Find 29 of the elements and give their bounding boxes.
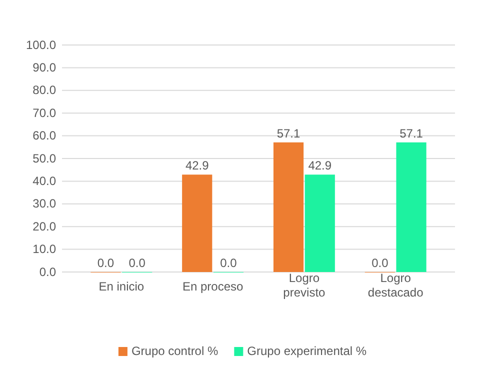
data-label: 42.9 <box>308 158 332 173</box>
x-tick-label: En inicio <box>98 280 144 294</box>
y-tick-label: 40.0 <box>32 174 56 188</box>
x-tick-label: En proceso <box>182 280 244 294</box>
bar <box>182 174 212 272</box>
y-tick-label: 70.0 <box>32 106 56 120</box>
legend-label: Grupo experimental % <box>247 344 367 358</box>
legend-label: Grupo control % <box>131 344 218 358</box>
y-tick-label: 100.0 <box>26 38 56 52</box>
y-tick-label: 50.0 <box>32 151 56 166</box>
y-tick-label: 60.0 <box>32 128 56 143</box>
y-tick-label: 80.0 <box>32 83 56 98</box>
bar <box>273 142 304 272</box>
data-label: 0.0 <box>97 256 114 270</box>
y-tick-label: 10.0 <box>32 242 56 256</box>
data-label: 0.0 <box>372 256 389 270</box>
data-label: 57.1 <box>400 126 424 140</box>
bar <box>396 142 426 272</box>
x-tick-label: Logro destacado <box>368 271 424 300</box>
data-label: 57.1 <box>276 126 301 140</box>
data-label: 0.0 <box>128 256 146 270</box>
data-label: 42.9 <box>185 158 210 173</box>
y-tick-label: 20.0 <box>32 219 56 234</box>
bar <box>304 174 335 272</box>
y-tick-label: 90.0 <box>32 60 56 75</box>
data-label: 0.0 <box>220 256 238 270</box>
y-tick-label: 0.0 <box>39 264 56 279</box>
x-tick-label: Logro previsto <box>283 271 326 300</box>
y-tick-label: 30.0 <box>32 196 56 211</box>
